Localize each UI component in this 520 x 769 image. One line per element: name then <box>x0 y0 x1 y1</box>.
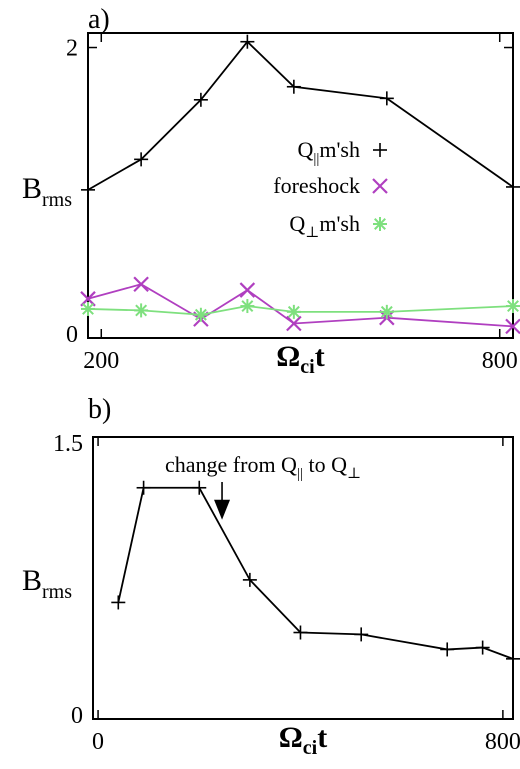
y-tick-label: 1.5 <box>53 431 83 457</box>
legend-label-2: Q⊥m'sh <box>289 211 360 241</box>
legend-label-0: Q||m'sh <box>297 137 360 167</box>
y-tick-label: 0 <box>71 703 83 729</box>
data-point-0-8 <box>506 651 520 666</box>
x-axis-label: Ωcit <box>279 721 327 759</box>
data-point-0-2 <box>192 480 207 495</box>
legend-label-1: foreshock <box>273 173 360 198</box>
y-tick-label: 2 <box>66 36 78 62</box>
data-point-0-6 <box>440 642 455 657</box>
legend-marker-1 <box>372 178 388 194</box>
data-point-0-1 <box>136 480 151 495</box>
data-point-2-1 <box>134 303 149 318</box>
panel-a: a) 0 2 200 800 Ωcit Brms Q||m'sh foreshock Q⊥m'… <box>22 4 520 378</box>
data-point-1-1 <box>133 276 149 293</box>
series-line-2 <box>87 305 514 316</box>
data-point-0-0 <box>111 595 126 610</box>
data-point-0-3 <box>240 34 255 49</box>
data-point-0-5 <box>379 91 394 106</box>
data-point-2-5 <box>379 304 394 319</box>
legend-marker-0 <box>373 143 387 157</box>
series-line-1 <box>87 283 514 328</box>
legend-marker-2 <box>373 217 387 231</box>
data-point-2-3 <box>240 299 255 314</box>
y-tick-label: 0 <box>66 322 78 348</box>
data-point-0-7 <box>475 640 490 655</box>
panel-b-frame <box>92 436 514 720</box>
annotation-arrow-head <box>214 499 231 520</box>
data-point-1-3 <box>239 282 256 298</box>
panel-b-label: b) <box>88 394 111 425</box>
data-point-0-4 <box>286 79 301 94</box>
data-point-2-6 <box>506 299 520 314</box>
panel-a-label: a) <box>88 4 110 35</box>
series-line-0 <box>87 40 514 191</box>
data-point-1-4 <box>286 315 302 332</box>
panel-a-legend: Q||m'sh foreshock Q⊥m'sh <box>273 137 388 241</box>
x-tick-label: 200 <box>83 348 119 374</box>
data-point-0-4 <box>293 625 308 640</box>
panel-b-annotation: change from Q|| to Q⊥ <box>165 452 361 520</box>
x-tick-label: 800 <box>485 729 520 755</box>
data-point-0-2 <box>193 92 208 107</box>
data-point-2-0 <box>81 301 95 316</box>
y-axis-label: Brms <box>22 172 72 211</box>
panel-b: b) 0 1.5 0 800 Ωcit Brms change from Q|| to Q… <box>22 394 520 759</box>
x-tick-label: 0 <box>92 729 104 755</box>
x-axis-label: Ωcit <box>276 340 324 378</box>
data-point-1-6 <box>505 318 520 335</box>
data-point-0-1 <box>134 152 149 167</box>
y-axis-label: Brms <box>22 564 72 603</box>
annotation-text: change from Q|| to Q⊥ <box>165 452 361 482</box>
x-tick-label: 800 <box>482 348 518 374</box>
data-point-0-5 <box>354 627 369 642</box>
data-point-0-3 <box>242 572 257 587</box>
data-point-2-2 <box>193 307 208 322</box>
data-point-2-4 <box>286 304 301 319</box>
series-line-0 <box>117 486 514 660</box>
data-point-0-6 <box>506 179 520 194</box>
data-point-0-0 <box>81 182 95 197</box>
